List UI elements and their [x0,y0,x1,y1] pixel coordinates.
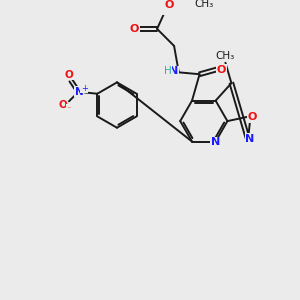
Text: N: N [245,134,255,144]
Text: ⁻: ⁻ [67,104,71,113]
Text: N: N [211,137,220,148]
Text: O: O [165,0,174,10]
Text: O: O [248,112,257,122]
Text: O: O [130,24,139,34]
Text: +: + [81,84,88,93]
Text: CH₃: CH₃ [194,0,213,9]
Text: H: H [164,66,171,76]
Text: CH₃: CH₃ [216,51,235,61]
Text: O: O [59,100,68,110]
Text: O: O [217,64,226,74]
Text: O: O [64,70,74,80]
Text: N: N [169,66,179,76]
Text: N: N [75,87,84,97]
